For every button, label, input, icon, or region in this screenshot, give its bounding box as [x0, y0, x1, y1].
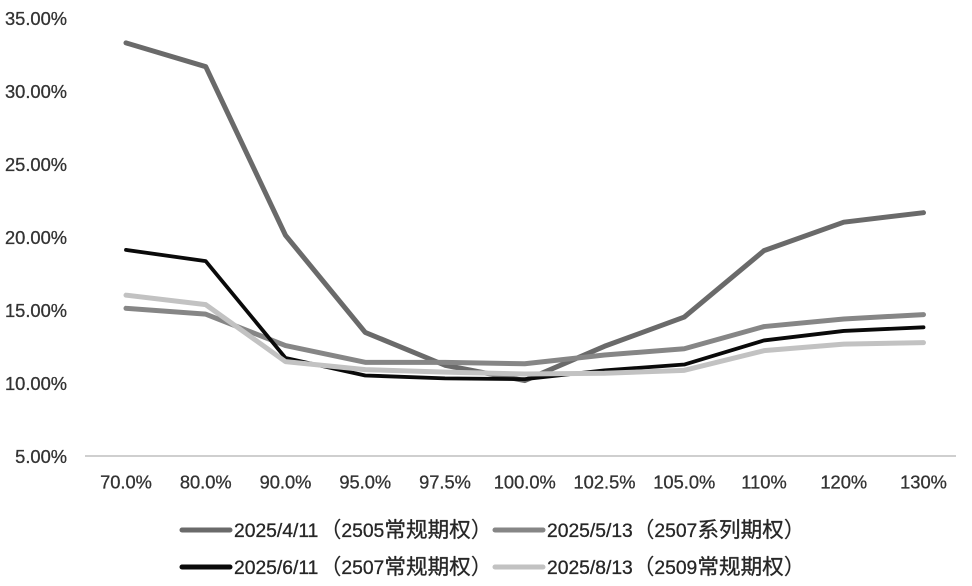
svg-text:30.00%: 30.00%: [5, 81, 67, 102]
svg-text:102.5%: 102.5%: [573, 471, 635, 492]
svg-text:35.00%: 35.00%: [5, 8, 67, 29]
svg-text:70.0%: 70.0%: [100, 471, 152, 492]
svg-text:20.00%: 20.00%: [5, 227, 67, 248]
svg-text:110%: 110%: [741, 471, 786, 492]
svg-text:120%: 120%: [820, 471, 867, 492]
svg-text:25.00%: 25.00%: [5, 154, 67, 175]
svg-text:130%: 130%: [900, 471, 947, 492]
svg-text:5.00%: 5.00%: [15, 446, 67, 467]
svg-text:2025/8/13: 2025/8/13: [547, 558, 633, 579]
svg-text:97.5%: 97.5%: [419, 471, 471, 492]
svg-text:2025/5/13: 2025/5/13: [547, 521, 633, 542]
svg-text:90.0%: 90.0%: [260, 471, 312, 492]
svg-text:2507: 2507: [654, 521, 697, 542]
svg-text:80.0%: 80.0%: [180, 471, 232, 492]
svg-text:15.00%: 15.00%: [5, 300, 67, 321]
svg-text:2025/6/11: 2025/6/11: [234, 558, 318, 579]
svg-text:2505: 2505: [341, 521, 384, 542]
svg-text:2507: 2507: [341, 558, 384, 579]
svg-text:100.0%: 100.0%: [494, 471, 556, 492]
svg-text:95.0%: 95.0%: [339, 471, 391, 492]
svg-text:105.0%: 105.0%: [653, 471, 715, 492]
svg-text:2025/4/11: 2025/4/11: [234, 521, 318, 542]
svg-text:10.00%: 10.00%: [5, 373, 67, 394]
svg-text:2509: 2509: [654, 558, 697, 579]
